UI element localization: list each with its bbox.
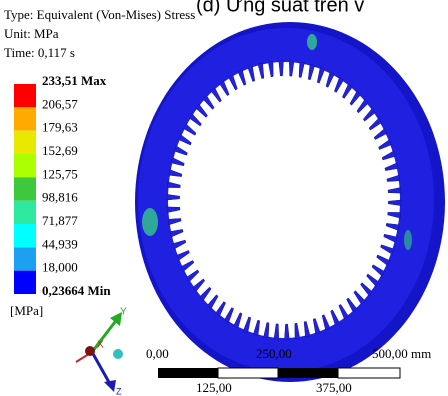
legend-label: 0,23664 Min [42, 283, 111, 298]
scale-label: 500,00 mm [372, 346, 431, 361]
legend-band [14, 271, 36, 294]
legend-label: 233,51 Max [42, 73, 107, 88]
axis-triad: Y X Z [76, 307, 127, 396]
screen: (d) Ứng suất trên v Type: Equivalent (Vo… [0, 0, 448, 396]
legend-label: 71,877 [42, 213, 78, 228]
legend-band [14, 84, 36, 107]
legend-band [14, 177, 36, 200]
header-unit: Unit: MPa [4, 26, 59, 41]
scale-seg [218, 368, 278, 378]
legend-band [14, 224, 36, 247]
stress-spot [142, 208, 158, 236]
legend-band [14, 107, 36, 130]
header-time: Time: 0,117 s [4, 45, 75, 60]
legend-band [14, 154, 36, 177]
scale-seg [338, 368, 400, 378]
legend-label: 206,57 [42, 96, 78, 111]
header-type: Type: Equivalent (Von-Mises) Stress [4, 7, 195, 22]
legend-unit: [MPa] [10, 303, 43, 318]
scale-seg [158, 368, 218, 378]
triad-z-label: Z [116, 386, 122, 396]
caption: (d) Ứng suất trên v [196, 0, 364, 16]
legend-label: 18,000 [42, 260, 78, 275]
legend-label: 98,816 [42, 190, 78, 205]
legend-band [14, 201, 36, 224]
legend-label: 152,69 [42, 143, 78, 158]
scale-seg [278, 368, 338, 378]
scale-label: 0,00 [146, 346, 169, 361]
triad-y-label: Y [120, 307, 127, 318]
legend-label: 125,75 [42, 166, 78, 181]
triad-origin [85, 346, 95, 356]
legend: 233,51 Max 206,57 179,63 152,69 125,75 98,816… [10, 73, 111, 318]
gear-model [135, 22, 445, 382]
legend-label: 179,63 [42, 120, 78, 135]
legend-band [14, 247, 36, 270]
triad-ball [113, 349, 123, 359]
scale-label: 250,00 [256, 346, 292, 361]
legend-label: 44,939 [42, 236, 78, 251]
scale-bar: 0,00 250,00 500,00 mm 125,00 375,00 [146, 346, 431, 395]
triad-y [92, 318, 118, 352]
triad-z-head [104, 380, 116, 392]
legend-band [14, 131, 36, 154]
scale-label: 125,00 [196, 380, 232, 395]
triad-x-label: X [97, 340, 104, 351]
scale-label: 375,00 [316, 380, 352, 395]
triad-z [92, 352, 110, 384]
stress-spot [307, 34, 317, 50]
stress-spot [404, 230, 412, 250]
